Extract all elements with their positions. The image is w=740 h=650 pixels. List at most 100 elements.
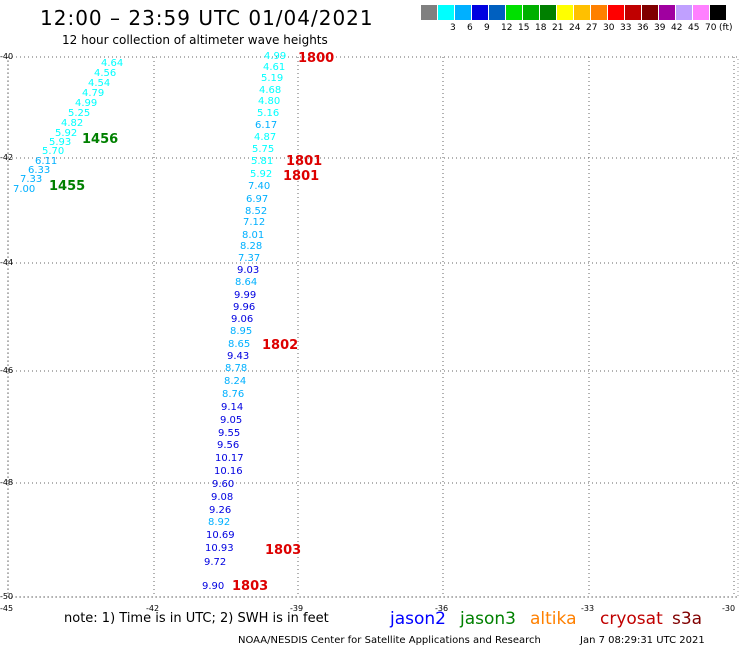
satellite-label-jason3: jason3 — [460, 609, 516, 629]
wave-height-reading: 9.06 — [231, 314, 254, 325]
wave-height-reading: 5.92 — [55, 128, 78, 139]
wave-height-reading: 4.56 — [94, 68, 117, 79]
wave-height-reading: 6.11 — [35, 156, 58, 167]
pass-time-label: 1801 — [283, 169, 320, 184]
latitude-tick: -40 — [0, 52, 14, 61]
wave-height-reading: 8.65 — [228, 339, 251, 350]
legend-swatch — [506, 5, 522, 20]
wave-height-reading: 4.87 — [254, 132, 277, 143]
legend-label: 12 — [501, 23, 513, 33]
wave-height-reading: 5.25 — [68, 108, 91, 119]
legend-label: 18 — [535, 23, 547, 33]
legend-label: 39 — [654, 23, 666, 33]
wave-height-reading: 5.70 — [42, 146, 65, 157]
wave-height-reading: 4.80 — [258, 96, 281, 107]
legend-swatch — [421, 5, 437, 20]
wave-height-reading: 4.61 — [263, 62, 286, 73]
pass-time-label: 1456 — [82, 132, 119, 147]
pass-time-label: 1455 — [49, 179, 86, 194]
map-title: 12:00 – 23:59 UTC 01/04/2021 — [40, 6, 374, 30]
wave-height-reading: 10.17 — [215, 453, 244, 464]
wave-height-reading: 5.19 — [261, 73, 284, 84]
legend-swatch — [608, 5, 624, 20]
legend-swatch — [455, 5, 471, 20]
wave-height-reading: 9.26 — [209, 505, 232, 516]
wave-height-reading: 8.92 — [208, 517, 231, 528]
pass-time-label: 1801 — [286, 154, 323, 169]
longitude-tick: -42 — [146, 604, 160, 613]
wave-height-reading: 10.93 — [205, 543, 234, 554]
wave-height-reading: 5.16 — [257, 108, 280, 119]
longitude-tick: -33 — [581, 604, 595, 613]
wave-height-reading: 7.37 — [238, 253, 261, 264]
wave-height-reading: 6.97 — [246, 194, 269, 205]
wave-height-reading: 9.56 — [217, 440, 240, 451]
legend-swatch — [472, 5, 488, 20]
legend-label: 3 — [450, 23, 456, 33]
wave-height-reading: 8.24 — [224, 376, 247, 387]
footer-note: note: 1) Time is in UTC; 2) SWH is in fe… — [64, 611, 329, 626]
wave-height-reading: 4.82 — [61, 118, 84, 129]
legend-swatch — [642, 5, 658, 20]
wave-height-reading: 4.64 — [101, 58, 124, 69]
wave-height-reading: 6.17 — [255, 120, 278, 131]
wave-height-reading: 10.69 — [206, 530, 235, 541]
pass-time-label: 1803 — [265, 543, 302, 558]
legend-label: 9 — [484, 23, 490, 33]
wave-height-reading: 9.43 — [227, 351, 250, 362]
wave-height-reading: 9.72 — [204, 557, 227, 568]
wave-height-reading: 4.79 — [82, 88, 105, 99]
legend-label: 42 — [671, 23, 683, 33]
satellite-label-altika: altika — [530, 609, 577, 629]
legend-label: 70 — [705, 23, 717, 33]
longitude-tick: -45 — [0, 604, 14, 613]
legend-swatch — [523, 5, 539, 20]
wave-height-reading: 9.60 — [212, 479, 235, 490]
map-subtitle: 12 hour collection of altimeter wave hei… — [62, 33, 328, 47]
wave-height-reading: 4.99 — [75, 98, 98, 109]
satellite-label-cryosat: cryosat — [600, 609, 663, 629]
legend-swatch — [438, 5, 454, 20]
legend-swatch — [693, 5, 709, 20]
legend-swatch — [557, 5, 573, 20]
wave-height-reading: 5.92 — [250, 169, 273, 180]
wave-height-reading: 4.54 — [88, 78, 111, 89]
legend-label: 33 — [620, 23, 632, 33]
wave-height-reading: 4.68 — [259, 85, 282, 96]
wave-height-reading: 9.14 — [221, 402, 244, 413]
latitude-tick: -50 — [0, 592, 14, 601]
credit-line: NOAA/NESDIS Center for Satellite Applica… — [238, 635, 541, 646]
lat-lon-grid — [7, 56, 739, 598]
legend-label: 45 — [688, 23, 700, 33]
latitude-tick: -42 — [0, 153, 14, 162]
wave-height-reading: 8.95 — [230, 326, 253, 337]
legend-swatch — [676, 5, 692, 20]
legend-swatch — [625, 5, 641, 20]
wave-height-reading: 7.12 — [243, 217, 266, 228]
wave-height-reading: 9.08 — [211, 492, 234, 503]
wave-height-reading: 7.33 — [20, 174, 43, 185]
wave-height-reading: 8.76 — [222, 389, 245, 400]
legend-swatch — [591, 5, 607, 20]
wave-height-reading: 7.40 — [248, 181, 271, 192]
wave-height-reading: 8.64 — [235, 277, 258, 288]
wave-height-reading: 8.01 — [242, 230, 265, 241]
legend-label: 36 — [637, 23, 649, 33]
legend-label: 15 — [518, 23, 530, 33]
legend-swatch — [574, 5, 590, 20]
legend-swatch — [489, 5, 505, 20]
wave-height-reading: 10.16 — [214, 466, 243, 477]
pass-time-label: 1803 — [232, 579, 269, 594]
wave-height-reading: 5.81 — [251, 156, 274, 167]
legend-unit: (ft) — [719, 23, 733, 33]
wave-height-reading: 9.90 — [202, 581, 225, 592]
satellite-label-jason2: jason2 — [390, 609, 446, 629]
legend-label: 21 — [552, 23, 564, 33]
legend-label: 27 — [586, 23, 598, 33]
wave-height-reading: 9.03 — [237, 265, 260, 276]
wave-height-reading: 8.28 — [240, 241, 263, 252]
wave-height-reading: 7.00 — [13, 184, 36, 195]
latitude-tick: -48 — [0, 478, 14, 487]
latitude-tick: -44 — [0, 258, 14, 267]
